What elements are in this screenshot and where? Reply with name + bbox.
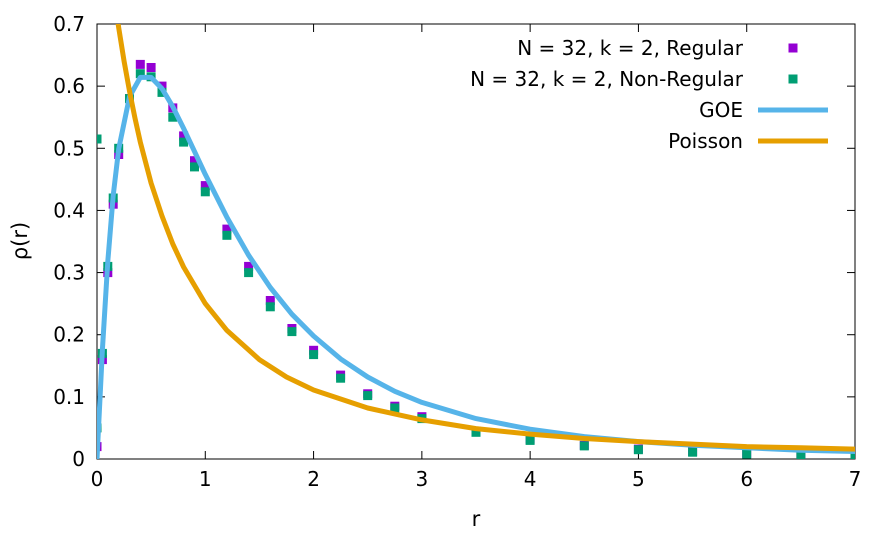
data-point xyxy=(390,403,400,413)
data-point xyxy=(179,137,189,147)
data-point xyxy=(525,435,535,445)
data-point xyxy=(222,230,232,240)
y-tick-label: 0.6 xyxy=(53,74,85,98)
legend-swatch-n-32-k-2-regular xyxy=(788,43,798,53)
data-point xyxy=(244,268,254,278)
data-point xyxy=(200,187,210,197)
legend-label-n-32-k-2-regular: N = 32, k = 2, Regular xyxy=(517,36,744,60)
series-layer xyxy=(97,24,855,459)
x-tick-label: 2 xyxy=(307,467,320,491)
y-tick-label: 0.7 xyxy=(53,12,85,36)
x-tick-label: 5 xyxy=(632,467,645,491)
legend: N = 32, k = 2, Regular N = 32, k = 2, Non… xyxy=(470,36,828,153)
data-point xyxy=(265,302,275,312)
data-point xyxy=(135,69,145,79)
series-poisson xyxy=(115,24,855,452)
y-axis-label: ρ(r) xyxy=(8,222,32,260)
data-point xyxy=(336,373,346,383)
legend-swatch-n-32-k-2-non-regular xyxy=(788,74,798,84)
data-point xyxy=(579,441,589,451)
data-point xyxy=(742,449,752,459)
data-point xyxy=(471,427,481,437)
legend-label-goe: GOE xyxy=(699,98,743,122)
data-point xyxy=(287,327,297,337)
data-point xyxy=(168,112,178,122)
y-tick-label: 0.4 xyxy=(53,198,85,222)
data-point xyxy=(265,296,275,305)
y-tick-label: 0.5 xyxy=(53,136,85,160)
data-point xyxy=(850,451,855,459)
data-point xyxy=(190,162,199,172)
tick-labels: 0 1 2 3 4 5 6 7 0 0.1 0.2 0.3 0.4 0.5 0.6 0.7 xyxy=(53,12,861,491)
data-point xyxy=(97,134,102,144)
data-point xyxy=(688,447,698,457)
x-tick-label: 1 xyxy=(199,467,212,491)
x-tick-label: 7 xyxy=(849,467,862,491)
series-n-32-k-2-non-regular xyxy=(97,69,855,459)
data-point xyxy=(200,181,210,191)
data-point xyxy=(179,131,189,141)
x-tick-label: 4 xyxy=(524,467,537,491)
series-line-poisson xyxy=(115,24,855,452)
legend-label-poisson: Poisson xyxy=(668,129,743,153)
x-tick-label: 0 xyxy=(91,467,104,491)
y-tick-label: 0.3 xyxy=(53,261,85,285)
legend-label-n-32-k-2-non-regular: N = 32, k = 2, Non-Regular xyxy=(470,67,744,91)
x-tick-label: 3 xyxy=(415,467,428,491)
data-point xyxy=(796,450,806,459)
x-tick-label: 6 xyxy=(740,467,753,491)
y-tick-label: 0 xyxy=(72,447,85,471)
data-point xyxy=(309,350,319,360)
data-point xyxy=(190,156,199,166)
data-point xyxy=(135,59,145,69)
y-tick-label: 0.1 xyxy=(53,385,85,409)
data-point xyxy=(244,261,254,271)
plot-frame xyxy=(96,23,856,460)
y-tick-label: 0.2 xyxy=(53,323,85,347)
series-n-32-k-2-regular xyxy=(97,59,855,459)
x-axis-label: r xyxy=(472,507,481,531)
data-point xyxy=(633,445,643,455)
data-point xyxy=(146,63,156,72)
data-point xyxy=(363,391,373,401)
data-point xyxy=(222,224,232,234)
